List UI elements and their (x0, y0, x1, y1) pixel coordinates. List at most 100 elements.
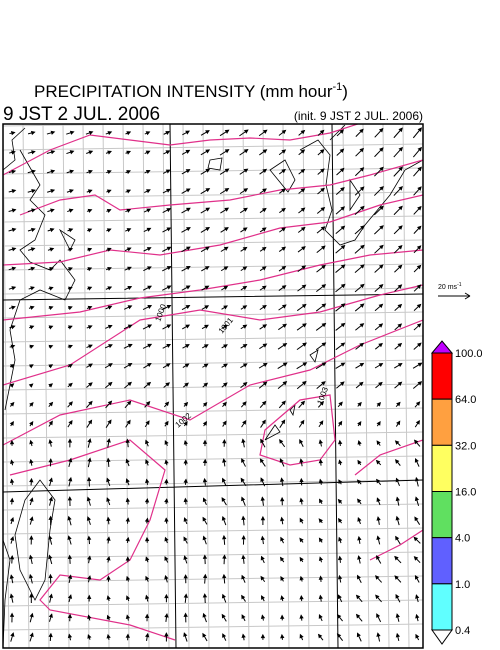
wind-head (127, 362, 133, 368)
wind-head (29, 477, 34, 483)
wind-head (183, 497, 188, 503)
wind-head (87, 228, 93, 233)
wind-head (222, 420, 227, 426)
wind-head (164, 517, 169, 522)
wind-head (87, 419, 93, 425)
wind-head (183, 632, 188, 637)
wind-head (203, 363, 209, 368)
grid-line (22, 124, 30, 648)
wind-head (396, 401, 401, 407)
wind-head (67, 633, 73, 639)
wind-head (202, 401, 208, 407)
wind-head (87, 594, 92, 599)
wind-head (86, 535, 92, 541)
wind-head (127, 343, 133, 348)
wind-head (242, 246, 248, 252)
wind-head (202, 593, 208, 598)
wind-head (417, 362, 423, 367)
wind-head (144, 613, 150, 619)
wind-head (223, 344, 228, 349)
wind-head (107, 286, 113, 291)
wind-head (106, 614, 111, 620)
wind-head (415, 419, 420, 425)
wind-head (48, 477, 53, 483)
wind-head (222, 438, 227, 444)
wind-head (281, 207, 286, 213)
wind-head (397, 284, 403, 289)
wind-head (67, 594, 73, 599)
wind-head (50, 130, 56, 135)
wind-head (88, 382, 93, 387)
grid-line (3, 167, 423, 175)
wind-head (339, 148, 345, 154)
wind-head (262, 304, 267, 310)
wind-head (378, 323, 384, 328)
wind-head (280, 496, 285, 502)
grid-line (3, 311, 423, 319)
wind-head (166, 188, 171, 193)
wind-head (11, 169, 17, 174)
wind-head (414, 516, 419, 522)
wind-head (106, 189, 112, 194)
wind-head (48, 439, 53, 444)
wind-head (280, 576, 285, 581)
wind-head (300, 419, 305, 425)
wind-head (262, 149, 268, 154)
wind-head (357, 517, 362, 522)
wind-head (300, 207, 306, 212)
wind-head (185, 188, 191, 193)
wind-head (106, 556, 111, 561)
wind-head (241, 594, 246, 600)
wind-head (164, 420, 169, 426)
wind-head (10, 325, 16, 330)
wind-head (262, 188, 267, 193)
wind-head (319, 149, 325, 154)
wind-head (340, 303, 346, 308)
wind-head (414, 476, 420, 482)
wind-head (376, 478, 381, 484)
wind-head (242, 285, 248, 290)
wind-head (29, 516, 34, 521)
wind-head (281, 304, 287, 309)
wind-head (68, 363, 73, 369)
wind-head (359, 362, 365, 367)
wind-head (281, 149, 287, 154)
wind-head (48, 344, 54, 349)
wind-head (340, 225, 346, 231)
wind-head (31, 150, 36, 155)
wind-head (318, 614, 323, 619)
wind-head (202, 477, 208, 483)
wind-head (224, 149, 230, 154)
wind-head (317, 633, 323, 639)
wind-head (299, 517, 304, 523)
wind-head (379, 225, 384, 230)
wind-head (145, 401, 151, 406)
wind-head (9, 517, 15, 522)
wind-head (301, 303, 307, 309)
wind-head (280, 516, 285, 522)
grid-line (62, 124, 70, 648)
wind-head (125, 633, 130, 638)
wind-head (357, 574, 361, 580)
wind-head (127, 381, 132, 387)
wind-head (222, 554, 227, 559)
wind-head (145, 150, 151, 155)
wind-head (340, 362, 346, 367)
wind-head (243, 188, 249, 193)
wind-head (87, 457, 92, 463)
wind-head (125, 556, 130, 561)
wind-head (321, 245, 326, 250)
wind-head (125, 575, 131, 581)
wind-head (67, 554, 73, 560)
wind-head (261, 595, 265, 600)
wind-head (378, 303, 384, 309)
wind-head (127, 324, 133, 329)
wind-head (11, 189, 17, 194)
wind-head (48, 573, 53, 579)
colorbar-band (431, 352, 453, 400)
wind-head (375, 575, 380, 580)
wind-head (145, 131, 151, 136)
wind-head (86, 476, 92, 482)
wind-head (241, 535, 246, 540)
wind-head (320, 187, 325, 193)
